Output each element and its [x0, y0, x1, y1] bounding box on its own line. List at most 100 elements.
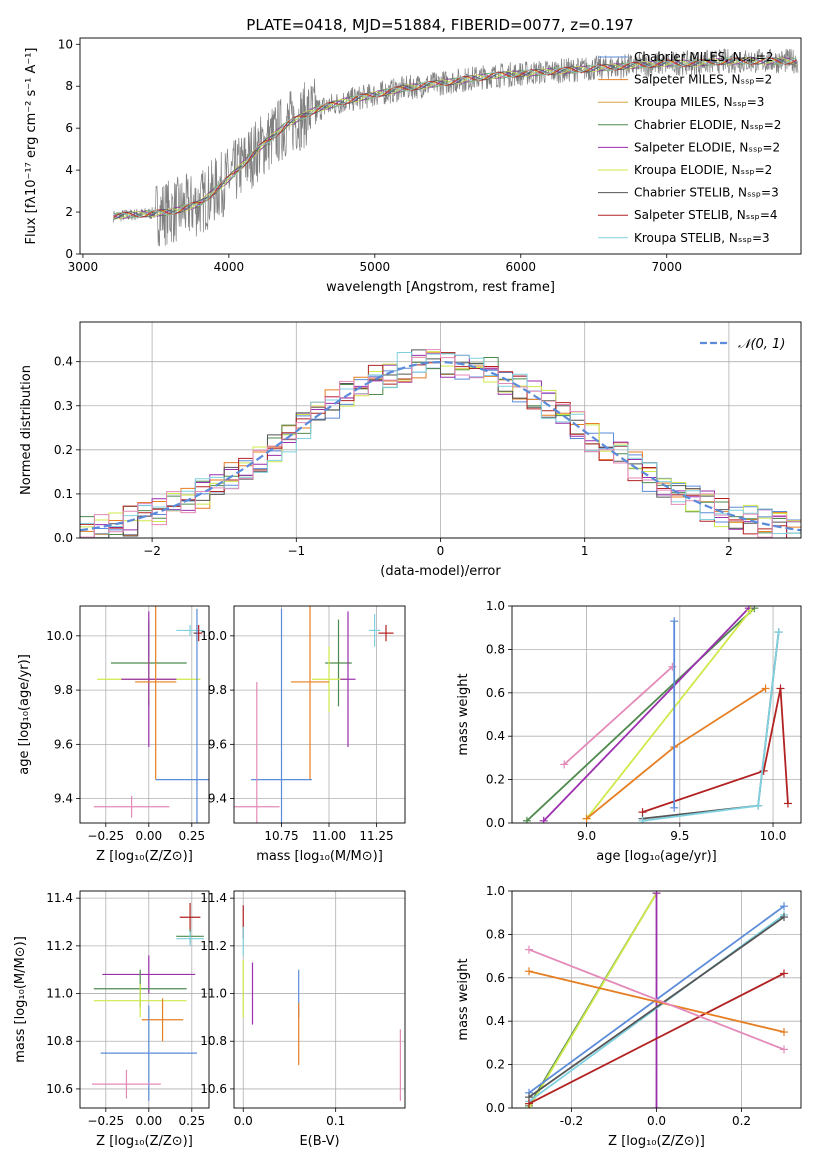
age_vs_mass-plot — [234, 606, 394, 823]
model-line — [113, 57, 797, 219]
y-tick-label: 9.6 — [208, 737, 227, 751]
x-tick-label: 3000 — [68, 260, 99, 274]
x-axis-label: wavelength [Angstrom, rest frame] — [326, 280, 555, 295]
y-axis-label: mass [log₁₀(M/M⊙)] — [13, 936, 28, 1063]
y-tick-label: 10.6 — [46, 1082, 73, 1096]
model-line — [113, 57, 797, 218]
y-tick-label: 9.8 — [54, 683, 73, 697]
y-tick-label: 10.6 — [200, 1082, 227, 1096]
legend-label: Salpeter ELODIE, Nₛₛₚ=2 — [634, 140, 780, 154]
weight_vs_age-axes — [508, 605, 801, 827]
y-tick-label: 11.0 — [200, 987, 227, 1001]
legend-label: Chabrier ELODIE, Nₛₛₚ=2 — [634, 118, 781, 132]
y-tick-label: 0.2 — [486, 1058, 505, 1072]
y-tick-label: 10.8 — [200, 1034, 227, 1048]
model-line — [113, 57, 797, 220]
x-tick-label: −2 — [143, 544, 161, 558]
y-axis-label: mass weight — [456, 673, 471, 755]
residuals-axes — [76, 322, 801, 542]
x-tick-label: 0.1 — [326, 1114, 345, 1128]
legend-label: Chabrier STELIB, Nₛₛₚ=3 — [634, 186, 779, 200]
y-axis-label: Normed distribution — [19, 365, 34, 495]
weight-series-line — [586, 687, 767, 820]
x-tick-label: 5000 — [360, 260, 391, 274]
y-tick-label: 0 — [65, 247, 73, 261]
weight-series-line — [526, 607, 756, 822]
y-tick-label: 1.0 — [486, 599, 505, 613]
x-tick-label: 0.00 — [135, 1114, 162, 1128]
spectrum-axes — [76, 43, 668, 258]
mass_vs_Z-axes — [76, 891, 209, 1112]
y-tick-label: 0.2 — [54, 443, 73, 457]
x-tick-label: -0.2 — [560, 1114, 583, 1128]
mass_vs_EBV-plot — [242, 905, 401, 1101]
x-tick-label: 9.0 — [577, 829, 596, 843]
weight-series-line — [528, 892, 658, 1108]
x-tick-label: 0.2 — [732, 1114, 751, 1128]
y-tick-label: 11.2 — [46, 939, 73, 953]
x-tick-label: 0 — [437, 544, 445, 558]
x-tick-label: 4000 — [214, 260, 245, 274]
y-tick-label: 1.0 — [486, 884, 505, 898]
x-tick-label: 0.00 — [135, 829, 162, 843]
x-axis-label: E(B-V) — [299, 1134, 339, 1149]
axes-frame — [79, 37, 802, 255]
y-tick-label: 0.8 — [486, 642, 505, 656]
figure-title: PLATE=0418, MJD=51884, FIBERID=0077, z=0… — [246, 16, 633, 34]
x-tick-label: 0.25 — [178, 1114, 205, 1128]
weight-series-line — [528, 948, 785, 1051]
y-tick-label: 0.4 — [486, 729, 505, 743]
y-tick-label: 0.3 — [54, 399, 73, 413]
axes-frame — [79, 605, 210, 824]
x-tick-label: 11.00 — [312, 829, 346, 843]
y-tick-label: 10 — [58, 37, 73, 51]
y-tick-label: 0.6 — [486, 971, 505, 985]
weight-series-line — [585, 609, 752, 820]
weight-series-line — [642, 688, 789, 814]
x-axis-label: Z [log₁₀(Z/Z⊙)] — [96, 849, 193, 864]
y-tick-label: 10.0 — [200, 629, 227, 643]
y-tick-label: 0.1 — [54, 487, 73, 501]
legend-label: 𝒩(0, 1) — [738, 337, 785, 352]
y-tick-label: 9.8 — [208, 683, 227, 697]
axes-frame — [511, 890, 802, 1109]
y-tick-label: 0.0 — [486, 1101, 505, 1115]
x-tick-label: 11.25 — [359, 829, 393, 843]
x-tick-label: 6000 — [505, 260, 536, 274]
x-tick-label: 10.0 — [760, 829, 787, 843]
x-axis-label: mass [log₁₀(M/M⊙)] — [256, 849, 383, 864]
legend-label: Salpeter MILES, Nₛₛₚ=2 — [634, 73, 772, 87]
y-tick-label: 10.8 — [46, 1034, 73, 1048]
y-axis-label: Flux [fλ10⁻¹⁷ erg cm⁻² s⁻¹ A⁻¹] — [24, 48, 39, 245]
y-tick-label: 11.2 — [200, 939, 227, 953]
y-tick-label: 9.6 — [54, 737, 73, 751]
gaussian-curve — [80, 361, 801, 532]
x-tick-label: 7000 — [651, 260, 682, 274]
axes-frame — [233, 890, 406, 1109]
histogram-series — [80, 349, 801, 538]
weight_vs_age-plot — [522, 606, 792, 823]
y-tick-label: 11.0 — [46, 987, 73, 1001]
y-tick-label: 0.4 — [54, 355, 73, 369]
mass_vs_EBV-axes — [230, 891, 405, 1112]
y-tick-label: 0.0 — [54, 531, 73, 545]
y-tick-label: 2 — [65, 205, 73, 219]
y-tick-label: 9.4 — [208, 792, 227, 806]
legend-label: Kroupa ELODIE, Nₛₛₚ=2 — [634, 163, 772, 177]
histogram-plot — [80, 349, 801, 538]
y-tick-label: 4 — [65, 163, 73, 177]
legend-label: Chabrier MILES, Nₛₛₚ=2 — [634, 50, 774, 64]
x-tick-label: 2 — [725, 544, 733, 558]
axes-frame — [511, 605, 802, 824]
axes-frame — [233, 605, 406, 824]
y-tick-label: 9.4 — [54, 792, 73, 806]
spectrum-plot — [113, 48, 799, 247]
y-tick-label: 11.4 — [200, 891, 227, 905]
y-tick-label: 11.4 — [46, 891, 73, 905]
mass_vs_Z-plot — [92, 902, 204, 1101]
y-tick-label: 0.2 — [486, 773, 505, 787]
legend-label: Kroupa STELIB, Nₛₛₚ=3 — [634, 231, 770, 245]
x-axis-label: Z [log₁₀(Z/Z⊙)] — [608, 1134, 705, 1149]
